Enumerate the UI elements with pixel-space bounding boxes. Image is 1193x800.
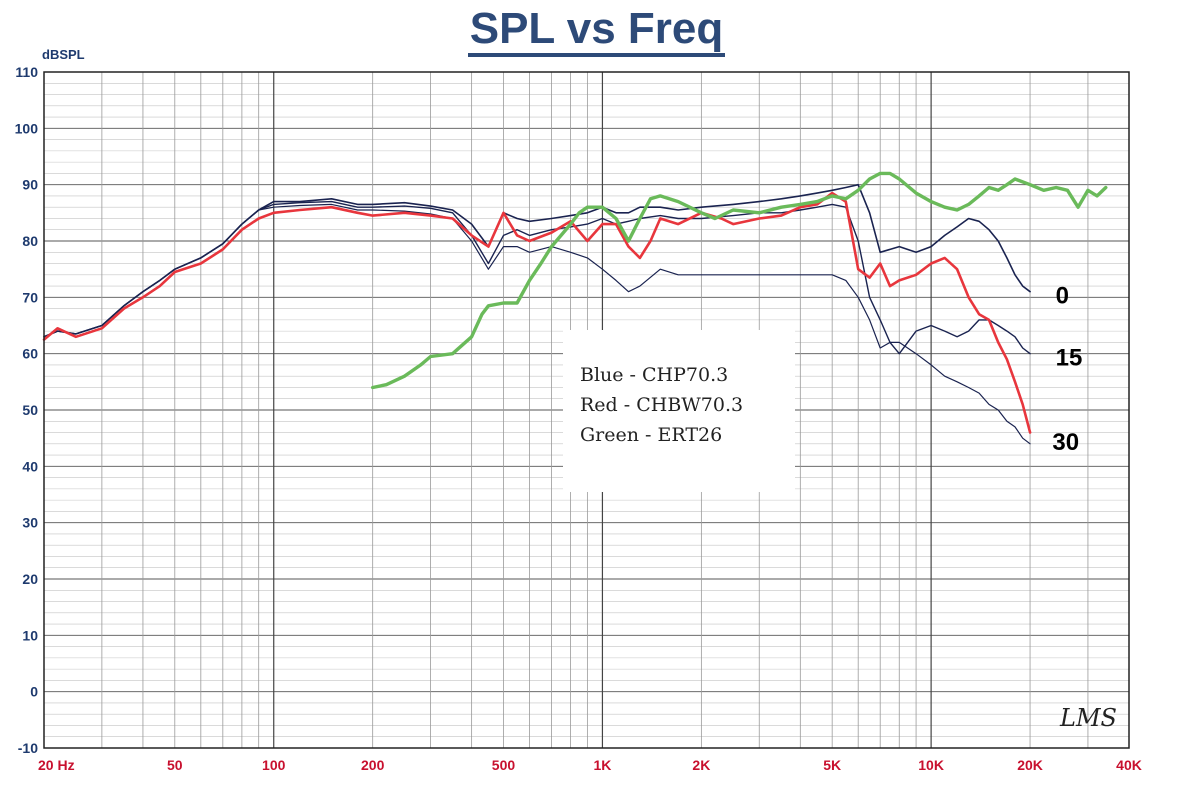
x-tick-label: 500	[492, 757, 516, 773]
angle-annotation: 15	[1056, 345, 1083, 372]
angle-annotation: 0	[1056, 283, 1069, 310]
y-tick-label: 20	[22, 571, 38, 587]
x-tick-label: 10K	[918, 757, 944, 773]
legend-entry-green: Green - ERT26	[580, 424, 723, 446]
y-tick-label: 90	[22, 177, 38, 193]
x-tick-labels: 20 Hz 50 100 200 500 1K 2K 5K 10K 20K 40K	[38, 757, 1142, 773]
x-tick-label: 40K	[1116, 757, 1142, 773]
y-tick-label: 40	[22, 458, 38, 474]
x-tick-label: 5K	[823, 757, 841, 773]
legend-entry-red: Red - CHBW70.3	[580, 394, 744, 416]
legend-box: Blue - CHP70.3 Red - CHBW70.3 Green - ER…	[563, 330, 795, 492]
y-tick-label: -10	[18, 740, 38, 756]
x-tick-label: 100	[262, 757, 286, 773]
y-tick-label: 0	[30, 684, 38, 700]
lms-watermark: LMS	[1060, 704, 1117, 732]
angle-annotations: 0 15 30	[1052, 283, 1082, 456]
x-tick-label: 20 Hz	[38, 757, 75, 773]
series-layer	[42, 171, 1108, 445]
x-tick-label: 1K	[593, 757, 611, 773]
legend-entry-blue: Blue - CHP70.3	[580, 364, 729, 386]
x-tick-label: 2K	[692, 757, 710, 773]
plot-border	[43, 71, 1130, 749]
grid-lines	[44, 72, 1129, 748]
y-tick-label: 50	[22, 402, 38, 418]
y-tick-label: 110	[15, 64, 38, 80]
y-tick-label: 10	[22, 627, 38, 643]
angle-annotation: 30	[1052, 429, 1079, 456]
y-tick-label: 80	[22, 233, 38, 249]
x-tick-label: 200	[361, 757, 385, 773]
y-tick-label: 30	[22, 515, 38, 531]
series-line-4	[371, 171, 1108, 390]
series-line-2	[43, 203, 1031, 445]
x-tick-label: 50	[167, 757, 183, 773]
y-tick-label: 60	[22, 346, 38, 362]
y-tick-label: 100	[15, 120, 39, 136]
y-axis-label: dBSPL	[42, 47, 85, 62]
chart-title: SPL vs Freq	[0, 4, 1193, 57]
y-tick-label: 70	[22, 289, 38, 305]
series-line-3	[42, 191, 1032, 434]
x-tick-label: 20K	[1017, 757, 1043, 773]
